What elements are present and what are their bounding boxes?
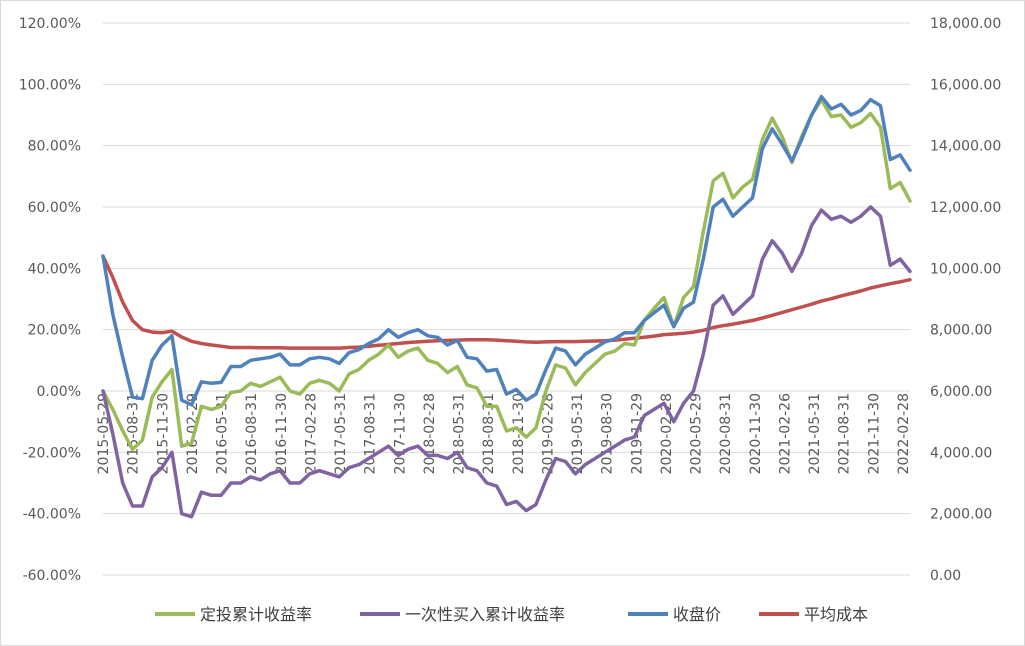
legend-label: 平均成本 — [804, 605, 868, 624]
left-tick-label: 80.00% — [28, 139, 81, 155]
left-tick-label: 0.00% — [37, 384, 81, 400]
right-tick-label: 2,000.00 — [930, 507, 992, 523]
left-tick-label: 120.00% — [19, 16, 81, 32]
left-axis-tick-labels: 120.00% 100.00% 80.00% 60.00% 40.00% 20.00% 0.… — [19, 16, 81, 584]
series-line-0 — [101, 97, 912, 452]
left-tick-label: 20.00% — [28, 323, 81, 339]
right-tick-label: 4,000.00 — [930, 445, 992, 461]
left-tick-label: 100.00% — [19, 77, 81, 93]
x-tick-label: 2017-02-28 — [303, 393, 319, 474]
left-tick-label: 60.00% — [28, 200, 81, 216]
legend-label: 一次性买入累计收益率 — [405, 605, 565, 624]
left-tick-label: -60.00% — [23, 568, 81, 584]
right-tick-label: 6,000.00 — [930, 384, 992, 400]
series-line-1 — [101, 205, 912, 519]
left-tick-label: -40.00% — [23, 507, 81, 523]
x-tick-label: 2018-08-31 — [481, 393, 497, 474]
x-tick-label: 2016-11-30 — [274, 393, 290, 474]
legend-label: 收盘价 — [673, 605, 721, 624]
left-tick-label: 40.00% — [28, 261, 81, 277]
legend-label: 定投累计收益率 — [200, 605, 312, 624]
x-tick-label: 2020-08-31 — [718, 393, 734, 474]
x-tick-label: 2020-11-30 — [748, 393, 764, 474]
x-tick-label: 2020-05-29 — [689, 393, 705, 474]
legend-item: 一次性买入累计收益率 — [360, 605, 565, 624]
x-tick-label: 2017-11-30 — [392, 393, 408, 474]
right-tick-label: 14,000.00 — [930, 139, 1001, 155]
legend: 定投累计收益率 一次性买入累计收益率 收盘价 平均成本 — [155, 605, 868, 624]
right-axis-tick-labels: 18,000.00 16,000.00 14,000.00 12,000.00 10,0… — [930, 16, 1001, 584]
legend-item: 收盘价 — [628, 605, 721, 624]
right-tick-label: 12,000.00 — [930, 200, 1001, 216]
x-axis-tick-labels: 2015-05-29 2015-08-31 2015-11-30 2016-02-29… — [96, 393, 912, 474]
series-line-3 — [101, 254, 912, 350]
x-tick-label: 2018-02-28 — [422, 393, 438, 474]
x-tick-label: 2019-08-30 — [600, 393, 616, 474]
x-tick-label: 2021-05-31 — [807, 393, 823, 474]
x-tick-label: 2021-08-31 — [837, 393, 853, 474]
x-tick-label: 2018-11-30 — [511, 393, 527, 474]
right-tick-label: 16,000.00 — [930, 77, 1001, 93]
right-tick-label: 8,000.00 — [930, 323, 992, 339]
x-tick-label: 2021-02-26 — [777, 393, 793, 474]
legend-item: 平均成本 — [759, 605, 868, 624]
right-tick-label: 0.00 — [930, 568, 961, 584]
series-lines — [101, 94, 912, 519]
legend-item: 定投累计收益率 — [155, 605, 312, 624]
x-tick-label: 2021-11-30 — [866, 393, 882, 474]
x-tick-label: 2016-05-31 — [215, 393, 231, 474]
x-tick-label: 2017-05-31 — [333, 393, 349, 474]
series-line-2 — [101, 94, 912, 407]
x-tick-label: 2019-02-28 — [540, 393, 556, 474]
left-tick-label: -20.00% — [23, 445, 81, 461]
gridlines — [103, 22, 910, 576]
x-tick-label: 2019-05-31 — [570, 393, 586, 474]
right-tick-label: 18,000.00 — [930, 16, 1001, 32]
x-tick-label: 2015-08-31 — [126, 393, 142, 474]
right-tick-label: 10,000.00 — [930, 261, 1001, 277]
x-tick-label: 2015-11-30 — [155, 393, 171, 474]
x-tick-label: 2022-02-28 — [896, 393, 912, 474]
x-tick-label: 2016-08-31 — [244, 393, 260, 474]
